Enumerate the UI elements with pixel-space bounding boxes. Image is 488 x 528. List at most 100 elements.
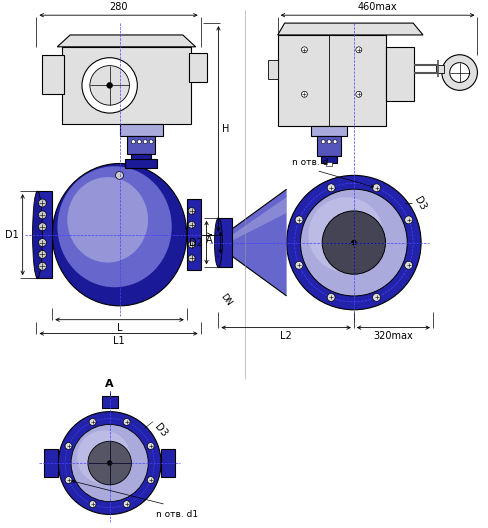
Circle shape (131, 140, 135, 144)
Circle shape (89, 501, 96, 507)
Text: D1: D1 (5, 230, 19, 240)
Circle shape (294, 261, 303, 269)
Circle shape (321, 140, 325, 144)
Bar (186, 199, 200, 270)
Bar (267, 60, 277, 79)
Circle shape (355, 91, 361, 97)
Bar (44, 449, 58, 477)
Bar (131, 154, 151, 162)
Circle shape (39, 250, 46, 258)
Circle shape (123, 419, 130, 426)
Circle shape (90, 65, 129, 105)
Bar (218, 218, 232, 267)
Ellipse shape (57, 166, 171, 287)
Bar (325, 162, 331, 166)
Text: L1: L1 (113, 336, 124, 346)
Text: 460max: 460max (357, 2, 397, 12)
Circle shape (449, 63, 468, 82)
Circle shape (308, 197, 383, 272)
Text: n отв. d1: n отв. d1 (156, 510, 198, 518)
Text: A: A (205, 234, 212, 244)
Circle shape (286, 175, 420, 310)
Circle shape (301, 47, 307, 53)
Circle shape (355, 47, 361, 53)
Circle shape (300, 189, 407, 296)
Circle shape (441, 55, 476, 90)
Bar (131, 162, 151, 168)
Circle shape (77, 430, 130, 484)
Bar (435, 64, 443, 72)
Circle shape (143, 140, 147, 144)
Text: 320max: 320max (373, 331, 412, 341)
Ellipse shape (52, 164, 186, 306)
Bar (161, 449, 175, 477)
Circle shape (65, 477, 72, 484)
Circle shape (82, 58, 137, 113)
Circle shape (107, 460, 112, 466)
Circle shape (404, 216, 412, 224)
Text: A: A (105, 379, 114, 389)
Circle shape (147, 442, 154, 449)
Ellipse shape (33, 191, 42, 278)
Circle shape (123, 501, 130, 507)
Ellipse shape (67, 177, 148, 262)
Bar (277, 35, 386, 126)
Text: D3: D3 (153, 422, 169, 439)
Circle shape (188, 241, 195, 248)
Circle shape (89, 419, 96, 426)
Circle shape (351, 240, 356, 245)
Circle shape (332, 140, 336, 144)
Circle shape (372, 294, 380, 301)
Circle shape (106, 82, 112, 88)
Circle shape (294, 216, 303, 224)
Polygon shape (57, 35, 195, 47)
Bar (188, 53, 206, 82)
Text: n отв. d: n отв. d (291, 158, 327, 167)
Circle shape (326, 184, 334, 192)
Circle shape (322, 211, 385, 274)
Circle shape (147, 477, 154, 484)
Circle shape (39, 262, 46, 270)
Text: L2: L2 (280, 331, 291, 341)
Bar (321, 156, 336, 164)
Bar (62, 47, 190, 124)
Circle shape (39, 199, 46, 207)
Text: D2: D2 (188, 238, 202, 248)
Circle shape (39, 211, 46, 219)
Circle shape (326, 140, 330, 144)
Circle shape (39, 223, 46, 231)
Circle shape (372, 184, 380, 192)
Text: D3: D3 (411, 195, 427, 212)
Circle shape (188, 221, 195, 228)
Polygon shape (232, 197, 286, 241)
Text: DN: DN (219, 292, 233, 308)
Circle shape (301, 91, 307, 97)
Circle shape (404, 261, 412, 269)
Circle shape (137, 140, 141, 144)
Bar (102, 396, 117, 408)
Polygon shape (232, 189, 286, 296)
Polygon shape (277, 23, 422, 35)
Bar (37, 191, 52, 278)
Bar (119, 124, 163, 136)
Bar (311, 126, 346, 136)
Circle shape (149, 140, 153, 144)
Bar (127, 136, 155, 154)
Text: H: H (222, 124, 229, 134)
Ellipse shape (214, 218, 222, 267)
Bar (125, 158, 157, 168)
Circle shape (188, 255, 195, 262)
Circle shape (39, 239, 46, 247)
Circle shape (88, 441, 131, 485)
Bar (386, 47, 413, 101)
Circle shape (71, 425, 148, 502)
Bar (317, 136, 340, 156)
Circle shape (115, 172, 123, 180)
Circle shape (326, 294, 334, 301)
Text: L: L (117, 323, 122, 333)
Circle shape (188, 208, 195, 214)
Circle shape (58, 412, 161, 514)
Circle shape (65, 442, 72, 449)
Text: 280: 280 (109, 2, 127, 12)
Bar (42, 55, 64, 95)
